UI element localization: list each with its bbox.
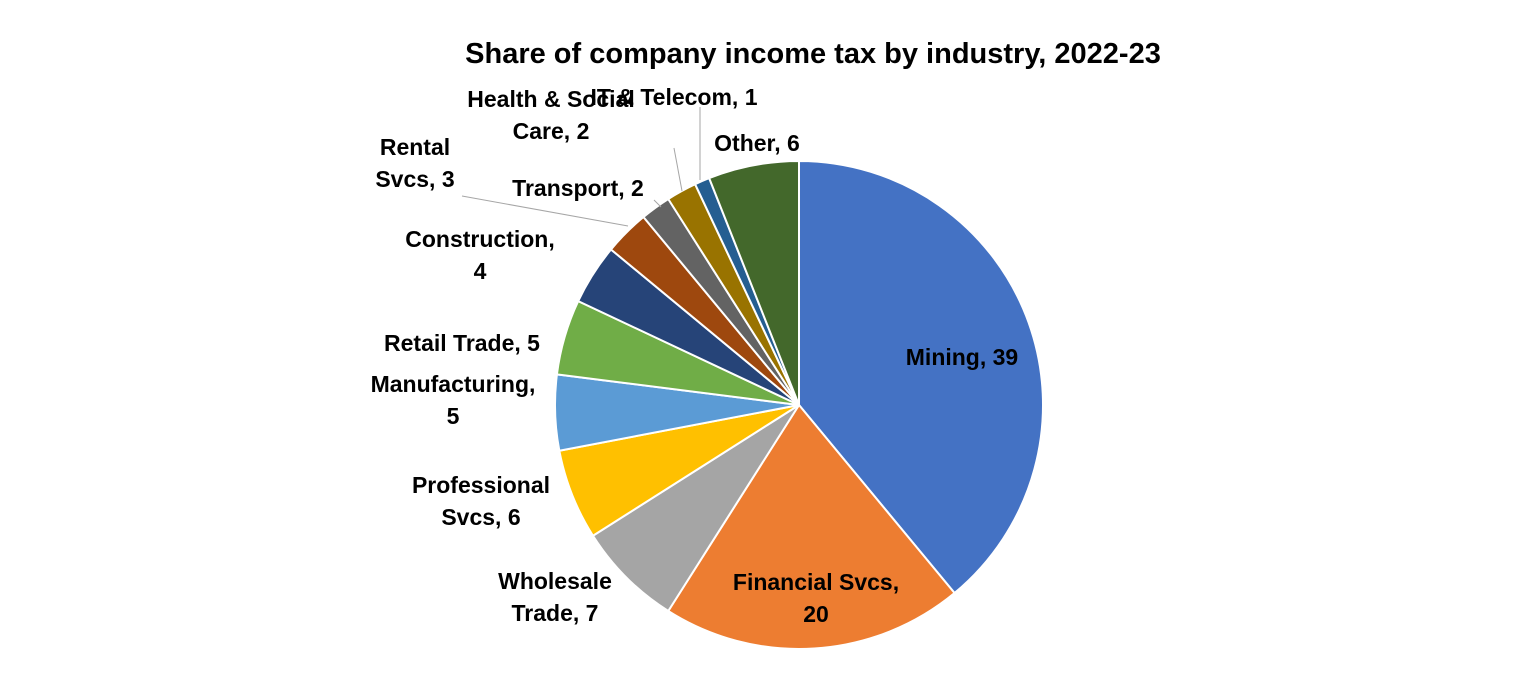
- data-label-professional-svcs: Professional Svcs, 6: [412, 472, 550, 530]
- data-label-transport: Transport, 2: [512, 175, 644, 201]
- chart-title: Share of company income tax by industry,…: [465, 38, 1161, 70]
- slice-financial-svcs: [666, 403, 956, 650]
- slice-other: [707, 159, 800, 406]
- leader-line-health-and-social-care: [673, 147, 683, 192]
- data-label-rental-svcs: Rental Svcs, 3: [375, 134, 454, 192]
- slice-labels: Mining, 39 Financial Svcs, 20 Wholesale Trad…: [371, 84, 1019, 627]
- data-label-retail-trade: Retail Trade, 5: [384, 330, 540, 356]
- leader-line-transport: [653, 199, 662, 208]
- data-label-health-and-social-care: Health & Social Care, 2: [467, 86, 634, 144]
- leader-lines: [461, 107, 701, 227]
- data-label-wholesale-trade: Wholesale Trade, 7: [498, 568, 612, 626]
- data-label-other: Other, 6: [714, 130, 800, 156]
- slice-wholesale-trade: [591, 404, 800, 613]
- slice-mining: [798, 159, 1044, 595]
- data-label-it-and-telecom: IT & Telecom, 1: [590, 84, 757, 110]
- data-label-manufacturing: Manufacturing, 5: [371, 371, 536, 429]
- data-label-financial-svcs: Financial Svcs, 20: [733, 569, 899, 627]
- data-label-mining: Mining, 39: [906, 344, 1018, 370]
- data-label-construction: Construction, 4: [405, 226, 555, 284]
- pie-slices: [554, 159, 1044, 650]
- leader-line-rental-svcs: [461, 195, 629, 227]
